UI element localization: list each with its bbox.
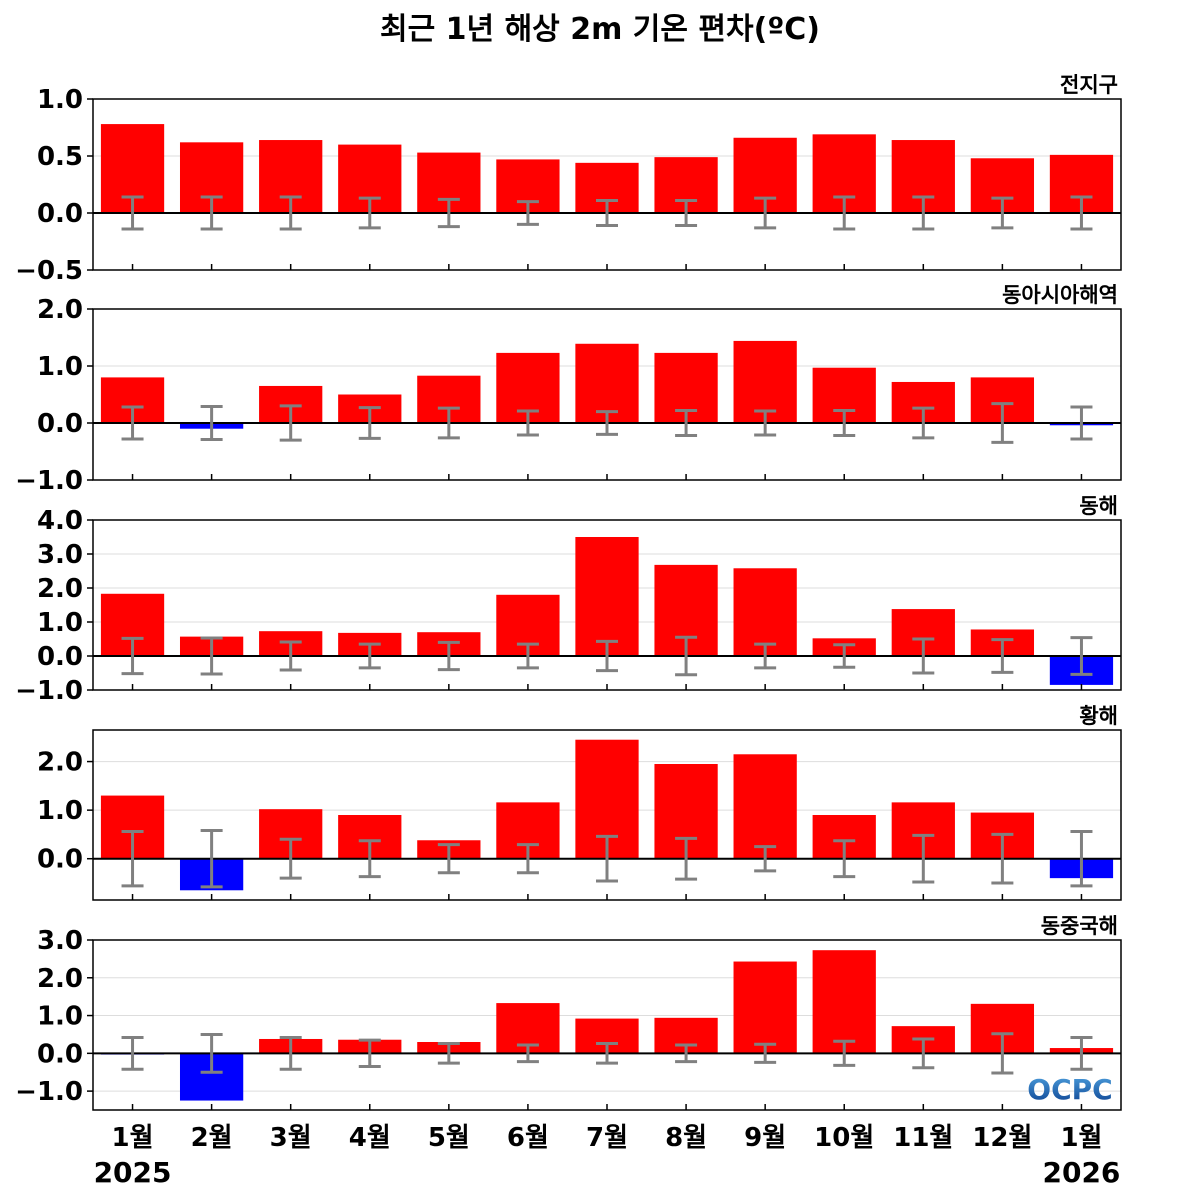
y-tick-label: 1.0 <box>37 352 83 382</box>
month-label: 1월 <box>112 1123 154 1153</box>
month-label: 5월 <box>428 1123 470 1153</box>
y-tick-label: 3.0 <box>37 926 83 956</box>
y-tick-label: 1.0 <box>37 1002 83 1032</box>
year-label-start: 2025 <box>94 1156 172 1189</box>
month-label: 11월 <box>893 1123 953 1153</box>
region-label: 동중국해 <box>1041 914 1118 938</box>
month-label: 2월 <box>191 1123 233 1153</box>
y-tick-label: 2.0 <box>37 964 83 994</box>
y-tick-label: 2.0 <box>37 574 83 604</box>
month-label: 1월 <box>1060 1123 1102 1153</box>
y-tick-label: 0.0 <box>37 845 83 875</box>
panel-4: 0.0 1.0 2.0 황해 <box>37 704 1122 901</box>
month-label: 7월 <box>586 1123 628 1153</box>
chart-title: 최근 1년 해상 2m 기온 편차(ºC) <box>380 12 820 47</box>
bar-2025-07 <box>575 343 639 423</box>
region-label: 동아시아해역 <box>1002 283 1118 307</box>
y-tick-label: 3.0 <box>37 540 83 570</box>
month-label: 9월 <box>744 1123 786 1153</box>
month-label: 12월 <box>972 1123 1032 1153</box>
bar-2025-09 <box>733 961 797 1054</box>
panel-2: −1.0 0.0 1.0 2.0 동아시아해역 <box>15 283 1122 496</box>
region-label: 동해 <box>1079 494 1118 518</box>
panel-3: −1.0 0.0 1.0 2.0 3.0 4.0 동해 <box>15 494 1122 706</box>
y-tick-label: 0.0 <box>37 199 83 229</box>
panel-1: −0.5 0.0 0.5 1.0 전지구 <box>15 73 1122 286</box>
y-tick-label: 2.0 <box>37 295 83 325</box>
region-label: 황해 <box>1079 704 1118 728</box>
y-tick-label: 1.0 <box>37 85 83 115</box>
month-label: 4월 <box>349 1123 391 1153</box>
y-tick-label: −0.5 <box>15 256 83 286</box>
y-tick-label: 1.0 <box>37 608 83 638</box>
y-tick-label: −1.0 <box>15 466 83 496</box>
y-tick-label: −1.0 <box>15 676 83 706</box>
region-label: 전지구 <box>1060 73 1118 97</box>
month-label: 6월 <box>507 1123 549 1153</box>
panel-5: −1.0 0.0 1.0 2.0 3.0 동중국해 <box>15 914 1122 1111</box>
bar-2025-09 <box>733 754 797 859</box>
y-tick-label: 2.0 <box>37 748 83 778</box>
bar-2025-09 <box>733 568 797 656</box>
ocpc-logo: OCPC <box>1027 1073 1112 1106</box>
bar-2025-07 <box>575 537 639 656</box>
bar-2025-10 <box>812 950 876 1054</box>
month-label: 10월 <box>814 1123 874 1153</box>
y-tick-label: 0.0 <box>37 642 83 672</box>
month-label: 8월 <box>665 1123 707 1153</box>
bar-2025-09 <box>733 340 797 423</box>
y-tick-label: −1.0 <box>15 1077 83 1107</box>
y-tick-label: 1.0 <box>37 796 83 826</box>
year-label-end: 2026 <box>1042 1156 1120 1189</box>
y-tick-label: 0.0 <box>37 409 83 439</box>
month-label: 3월 <box>270 1123 312 1153</box>
y-tick-label: 0.5 <box>37 142 83 172</box>
y-tick-label: 0.0 <box>37 1039 83 1069</box>
y-tick-label: 4.0 <box>37 506 83 536</box>
